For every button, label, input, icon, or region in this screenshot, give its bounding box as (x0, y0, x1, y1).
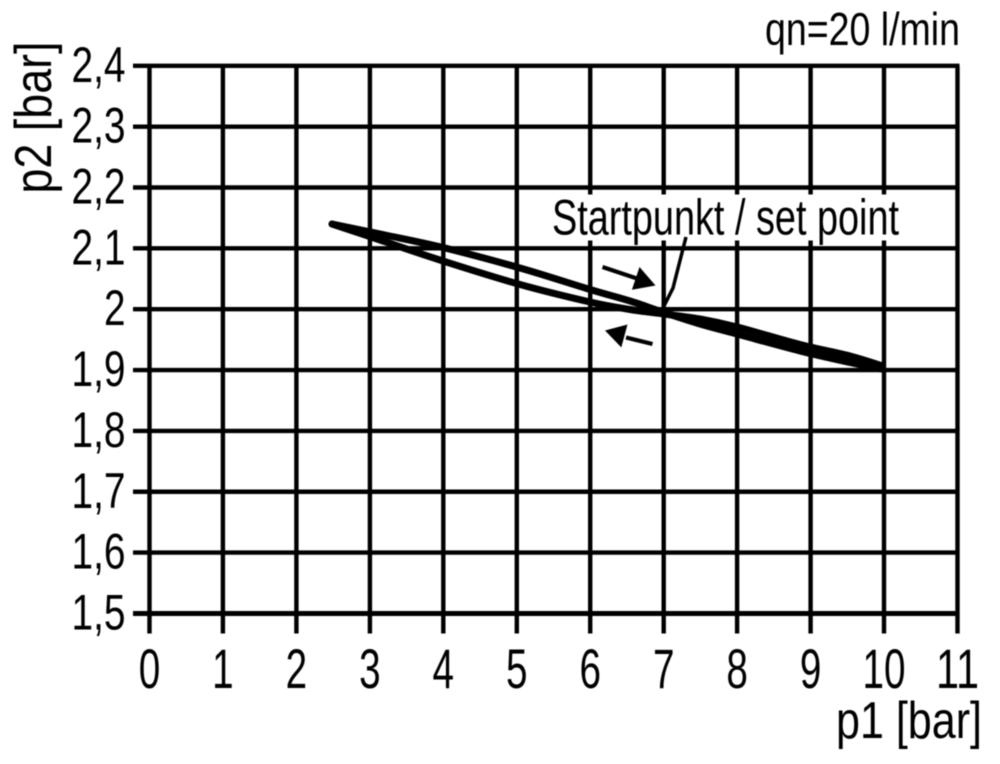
svg-text:10: 10 (863, 637, 906, 700)
svg-text:2: 2 (104, 280, 126, 336)
svg-text:1,9: 1,9 (72, 341, 126, 397)
svg-text:4: 4 (433, 637, 455, 700)
svg-text:1,5: 1,5 (72, 584, 126, 640)
svg-text:8: 8 (726, 637, 748, 700)
svg-text:2: 2 (286, 637, 308, 700)
svg-text:2,2: 2,2 (72, 159, 126, 215)
svg-text:2,3: 2,3 (72, 98, 126, 154)
svg-text:6: 6 (579, 637, 601, 700)
svg-text:9: 9 (800, 637, 822, 700)
svg-text:1,7: 1,7 (72, 463, 126, 519)
svg-text:2,4: 2,4 (72, 37, 126, 93)
svg-text:1,8: 1,8 (72, 402, 126, 458)
svg-text:qn=20 l/min: qn=20 l/min (765, 3, 960, 55)
svg-text:Startpunkt / set point: Startpunkt / set point (552, 190, 899, 246)
svg-text:7: 7 (653, 637, 675, 700)
svg-text:0: 0 (139, 637, 161, 700)
svg-text:p2 [bar]: p2 [bar] (5, 42, 63, 194)
svg-text:1,6: 1,6 (72, 524, 126, 580)
svg-text:11: 11 (936, 637, 979, 700)
svg-text:2,1: 2,1 (72, 219, 126, 275)
svg-text:3: 3 (359, 637, 381, 700)
svg-text:1: 1 (212, 637, 234, 700)
svg-text:p1 [bar]: p1 [bar] (836, 692, 982, 750)
svg-text:5: 5 (506, 637, 528, 700)
